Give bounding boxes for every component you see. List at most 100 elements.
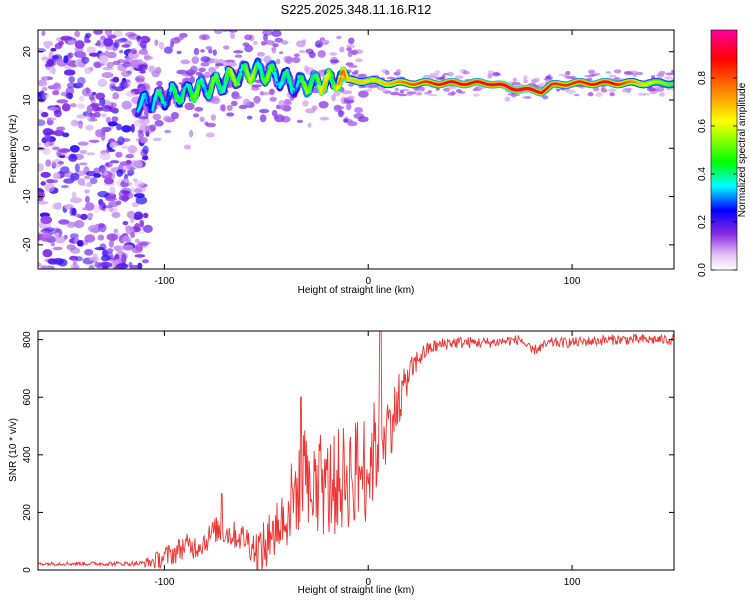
spectrogram-scatter-blob	[137, 83, 147, 92]
spectrogram-noise-blob	[85, 202, 95, 211]
spectrogram-noise-blob	[95, 129, 104, 138]
spectrogram-halo-blob	[354, 69, 359, 73]
spectrogram-scatter-blob	[341, 90, 353, 95]
spectrogram-y-tick-label: -10	[22, 189, 33, 204]
spectrogram-noise-blob	[130, 186, 135, 195]
spectrogram-halo-blob	[512, 77, 518, 83]
snr-x-tick-label: -100	[154, 577, 174, 588]
colorbar-tick-label: 0.2	[697, 215, 708, 229]
spectrogram-noise-blob	[85, 124, 94, 131]
spectrogram-noise-blob	[38, 234, 43, 241]
spectrogram-scatter-blob	[346, 44, 355, 49]
spectrogram-ridge-segment	[239, 64, 245, 73]
colorbar-tick-label: 0.0	[697, 263, 708, 277]
spectrogram-scatter-blob	[230, 62, 237, 67]
spectrogram-noise-blob	[77, 77, 86, 85]
spectrogram-scatter-blob	[226, 104, 233, 111]
spectrogram-noise-blob	[88, 52, 100, 57]
spectrogram-y-ticks: -20 -10 0 10 20	[22, 46, 674, 252]
spectrogram-scatter-blob	[318, 101, 329, 109]
spectrogram-halo-blob	[504, 96, 511, 102]
spectrogram-noise-blob	[91, 91, 97, 96]
spectrogram-scatter-blob	[137, 132, 145, 138]
spectrogram-scatter-blob	[205, 132, 215, 138]
spectrogram-noise-blob	[75, 213, 82, 218]
spectrogram-noise-blob	[139, 40, 147, 49]
spectrogram-noise-blob	[112, 60, 121, 66]
spectrogram-noise-blob	[69, 145, 80, 153]
spectrogram-noise-blob	[85, 195, 90, 203]
spectrogram-halo-blob	[358, 74, 366, 79]
spectrogram-noise-blob	[104, 128, 110, 132]
spectrogram-scatter-blob	[233, 50, 244, 54]
spectrogram-noise-blob	[120, 187, 132, 194]
spectrogram-scatter-blob	[238, 104, 248, 110]
spectrogram-noise-blob	[53, 129, 65, 137]
spectrogram-scatter-blob	[158, 41, 165, 50]
spectrogram-noise-blob	[111, 116, 119, 122]
spectrogram-noise-blob	[86, 152, 96, 156]
spectrogram-ridge-segment	[271, 65, 276, 71]
spectrogram-scatter-blob	[143, 55, 153, 60]
spectrogram-scatter-blob	[210, 114, 216, 121]
spectrogram-noise-blob	[135, 196, 148, 205]
spectrogram-x-tick-label: -100	[154, 276, 174, 287]
spectrogram-halo-blob	[608, 88, 617, 93]
spectrogram-noise-blob	[100, 113, 107, 118]
spectrogram-noise-blob	[38, 119, 46, 126]
spectrogram-ridge-segment	[180, 89, 186, 100]
spectrogram-scatter-blob	[348, 64, 358, 68]
spectrogram-ridge-segment	[259, 68, 264, 80]
spectrogram-scatter-blob	[251, 84, 262, 88]
spectrogram-halo-blob	[454, 75, 464, 80]
spectrogram-scatter-blob	[152, 113, 162, 121]
spectrogram-scatter-blob	[180, 59, 191, 65]
spectrogram-noise-blob	[90, 103, 101, 107]
spectrogram-noise-blob	[123, 178, 129, 184]
spectrogram-halo-blob	[595, 92, 603, 97]
snr-x-tick-label: 100	[564, 577, 581, 588]
spectrogram-ridge-segment	[670, 82, 674, 86]
spectrogram-scatter-blob	[263, 55, 272, 64]
spectrogram-noise-blob	[109, 207, 114, 213]
spectrogram-halo-blob	[423, 91, 431, 95]
spectrogram-halo-blob	[574, 93, 580, 97]
spectrogram-noise-blob	[40, 111, 49, 118]
spectrogram-noise-blob	[43, 128, 55, 136]
spectrogram-x-axis-label: Height of straight line (km)	[298, 285, 415, 296]
spectrogram-scatter-blob	[151, 70, 160, 78]
spectrogram-scatter-blob	[215, 63, 224, 67]
spectrogram-noise-blob	[121, 70, 131, 77]
spectrogram-halo-blob	[658, 71, 666, 75]
snr-series-line	[38, 331, 674, 570]
spectrogram-noise-blob	[115, 151, 123, 158]
spectrogram-halo-blob	[566, 89, 576, 95]
spectrogram-halo-blob	[394, 87, 399, 92]
spectrogram-noise-blob	[38, 163, 44, 172]
spectrogram-halo-blob	[402, 88, 410, 92]
spectrogram-halo-blob	[584, 75, 594, 78]
spectrogram-halo-blob	[386, 76, 396, 80]
spectrogram-noise-blob	[52, 146, 60, 151]
spectrogram-noise-blob	[93, 111, 101, 118]
spectrogram-noise-blob	[109, 82, 117, 92]
spectrogram-ridge-segment	[308, 84, 313, 91]
spectrogram-halo-blob	[435, 77, 446, 80]
spectrogram-halo-blob	[463, 71, 470, 75]
spectrogram-noise-blob	[138, 49, 148, 55]
spectrogram-noise-blob	[106, 61, 115, 68]
spectrogram-noise-blob	[112, 76, 120, 83]
spectrogram-noise-blob	[128, 33, 139, 40]
spectrogram-scatter-blob	[347, 51, 353, 58]
spectrogram-scatter-blob	[199, 34, 210, 41]
spectrogram-noise-blob	[69, 207, 74, 217]
spectrogram-noise-blob	[38, 110, 44, 114]
spectrogram-halo-blob	[659, 92, 665, 97]
spectrogram-ridge-segment	[256, 60, 262, 71]
spectrogram-noise-blob	[66, 221, 77, 229]
spectrogram-noise-blob	[116, 38, 124, 44]
spectrogram-noise-blob	[78, 95, 85, 102]
spectrogram-noise-blob	[139, 70, 146, 74]
spectrogram-scatter-blob	[268, 40, 273, 46]
spectrogram-ridge-segment	[264, 79, 269, 83]
